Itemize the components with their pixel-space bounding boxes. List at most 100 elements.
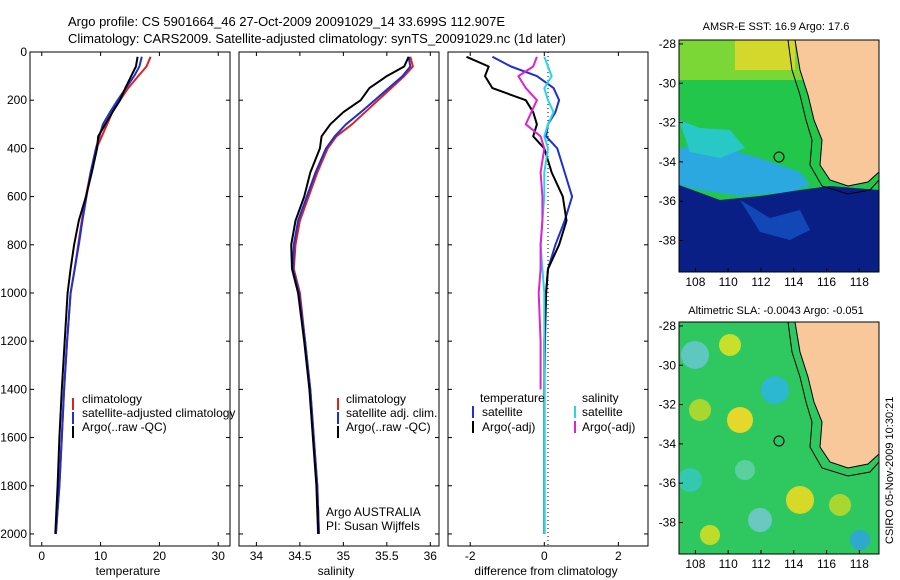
series-line-argo_sal — [517, 56, 546, 390]
map-x-tick-label: 116 — [817, 557, 836, 571]
map-x-tick-label: 114 — [784, 275, 803, 289]
sla-map-title: Altimetric SLA: -0.0043 Argo: -0.051 — [688, 305, 863, 317]
difference-ticks: -2 0 2 — [448, 51, 648, 563]
x-tick-label: -2 — [465, 549, 476, 563]
sst-field — [679, 40, 879, 272]
temperature-panel: 0 10 20 30 0 200 400 600 800 1000 1200 1400 1600 1800… — [0, 45, 235, 578]
legend-label-temp-argo: Argo(-adj) — [482, 420, 535, 434]
difference-legend: temperature salinity satellite Argo(-adj… — [472, 391, 635, 434]
x-tick-label: 0 — [38, 549, 45, 563]
temperature-ticks: 0 10 20 30 0 200 400 600 800 1000 1200 1400 1600 1800… — [0, 45, 230, 563]
salinity-axes-frame — [238, 51, 440, 547]
map-x-tick-label: 110 — [719, 275, 738, 289]
difference-panel: -2 0 2 difference from climatology tempera… — [447, 51, 649, 578]
x-tick-label: 34.5 — [288, 549, 312, 563]
map-y-tick-label: -36 — [659, 194, 677, 208]
sla-patch — [679, 468, 702, 492]
y-tick-label: 1000 — [0, 286, 27, 300]
sla-frame — [678, 321, 880, 555]
y-tick-label: 1200 — [0, 334, 27, 348]
map-x-tick-label: 108 — [685, 275, 705, 289]
sla-patch — [850, 530, 870, 550]
map-x-tick-label: 116 — [817, 275, 836, 289]
side-credit: CSIRO 05-Nov-2009 10:30:21 — [884, 397, 896, 544]
map-y-tick-label: -36 — [659, 476, 677, 490]
sst-warm-patch — [735, 40, 795, 70]
sst-coastline — [794, 40, 879, 187]
series-line-satellite_sal — [539, 56, 555, 534]
temperature-lines — [54, 56, 152, 535]
salinity-panel: 34 34.5 35 35.5 36 salinity climatology sate… — [238, 51, 440, 578]
sla-patch — [829, 494, 851, 516]
legend-label-climatology: climatology — [346, 392, 406, 406]
sla-map: 108 110 112 114 116 118 -28 -30 -32 -34 -36 -38 — [659, 319, 880, 571]
map-y-tick-label: -30 — [659, 358, 677, 372]
map-y-tick-label: -30 — [659, 76, 677, 90]
sla-coastline — [794, 322, 879, 469]
x-tick-label: 10 — [94, 549, 108, 563]
series-line-satellite — [54, 56, 143, 535]
temperature-xlabel: temperature — [96, 564, 161, 578]
legend-label-argo: Argo(..raw -QC) — [346, 420, 431, 434]
map-x-tick-label: 114 — [784, 557, 803, 571]
series-line-climatology — [292, 56, 414, 535]
legend-label-temp-satellite: satellite — [482, 405, 523, 419]
salinity-ticks: 34 34.5 35 35.5 36 — [239, 51, 439, 563]
map-y-tick-label: -28 — [659, 319, 677, 333]
x-tick-label: 36 — [424, 549, 438, 563]
legend-label-sal-argo: Argo(-adj) — [582, 420, 635, 434]
annotation-argo-australia: Argo AUSTRALIA — [326, 505, 421, 519]
header-line2: Climatology: CARS2009. Satellite-adjuste… — [68, 31, 566, 46]
legend-label-sal-satellite: satellite — [582, 405, 623, 419]
map-y-tick-label: -34 — [659, 437, 677, 451]
legend-label-argo: Argo(..raw -QC) — [82, 420, 167, 434]
argo-position-marker — [773, 435, 785, 447]
series-line-argo — [290, 56, 410, 535]
map-x-tick-label: 108 — [685, 557, 705, 571]
sla-isobath — [787, 322, 879, 477]
map-y-tick-label: -28 — [659, 37, 677, 51]
sla-land — [795, 322, 879, 468]
sla-patch — [748, 508, 772, 532]
x-tick-label: 34 — [250, 549, 264, 563]
x-tick-label: 0 — [541, 549, 548, 563]
map-x-tick-label: 110 — [719, 557, 738, 571]
series-line-argo — [54, 56, 139, 535]
argo-position-marker — [773, 151, 785, 163]
y-tick-label: 800 — [7, 238, 27, 252]
legend-label-climatology: climatology — [82, 392, 142, 406]
sst-blue-patch — [740, 200, 810, 240]
sla-patch — [681, 341, 709, 369]
y-tick-label: 0 — [20, 45, 27, 59]
salinity-lines — [290, 56, 414, 535]
legend-title-temperature: temperature — [480, 391, 545, 405]
y-tick-label: 600 — [7, 190, 27, 204]
header-line1: Argo profile: CS 5901664_46 27-Oct-2009 … — [68, 14, 505, 29]
sst-isobath — [787, 40, 879, 195]
sla-patch — [786, 486, 814, 514]
y-tick-label: 200 — [7, 93, 27, 107]
x-tick-label: 35.5 — [375, 549, 399, 563]
sst-map-title: AMSR-E SST: 16.9 Argo: 17.6 — [703, 21, 850, 33]
sst-frame — [678, 39, 880, 273]
sla-axis-ticks: 108 110 112 114 116 118 -28 -30 -32 -34 -36 -38 — [659, 319, 870, 571]
map-x-tick-label: 112 — [751, 557, 770, 571]
y-tick-label: 1800 — [0, 479, 27, 493]
x-tick-label: 20 — [153, 549, 167, 563]
map-y-tick-label: -38 — [659, 516, 677, 530]
x-tick-label: 30 — [212, 549, 226, 563]
temperature-legend: climatology satellite-adjusted climatolo… — [72, 392, 235, 438]
sla-patch — [689, 399, 711, 421]
map-y-tick-label: -34 — [659, 155, 677, 169]
y-tick-label: 2000 — [0, 527, 27, 541]
sla-field — [679, 322, 879, 554]
sla-patch — [735, 460, 755, 480]
sst-axis-ticks: 108 110 112 114 116 118 -28 -30 -32 -34 -36 -38 — [659, 37, 870, 289]
legend-title-salinity: salinity — [582, 391, 619, 405]
difference-xlabel: difference from climatology — [474, 564, 617, 578]
series-line-argo — [466, 55, 568, 534]
map-y-tick-label: -32 — [659, 398, 677, 412]
difference-lines — [466, 55, 574, 534]
sla-patch — [700, 525, 720, 545]
sla-patch — [719, 334, 741, 356]
